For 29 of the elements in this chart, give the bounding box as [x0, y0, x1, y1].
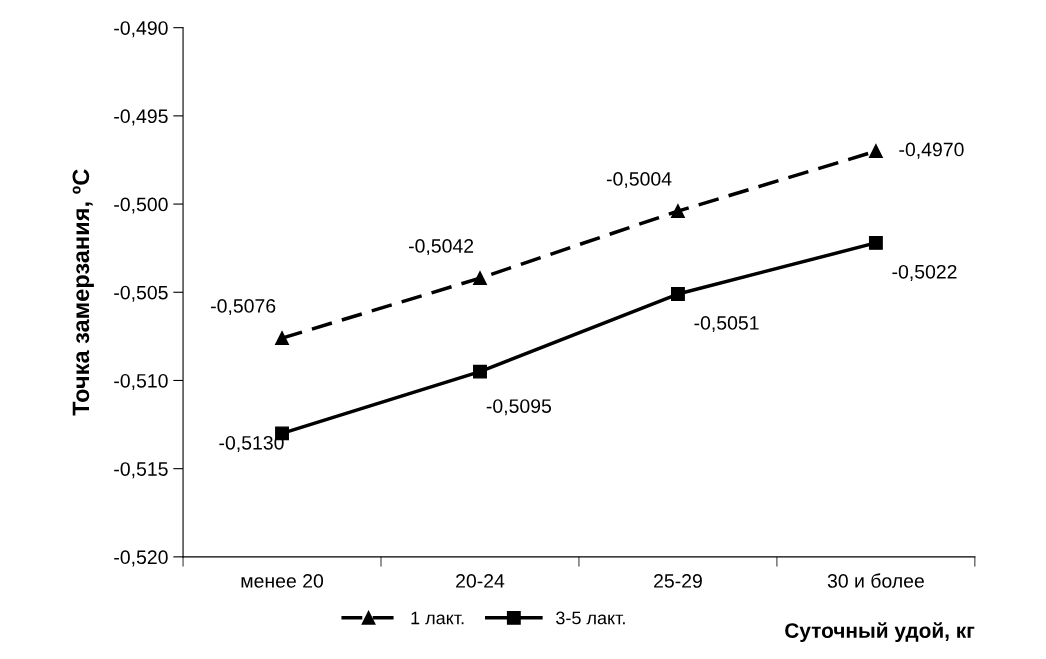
- data-label: -0,5076: [211, 299, 276, 316]
- data-label: -0,5095: [486, 399, 552, 416]
- x-tick-label: 25-29: [654, 574, 702, 588]
- x-tick-label: 30 и более: [827, 573, 924, 588]
- legend-label: 3-5 лакт.: [556, 611, 625, 625]
- point: [868, 235, 883, 250]
- x-axis-title: Суточный удой, кг: [785, 622, 975, 643]
- x-tick-label: менее 20: [241, 574, 324, 588]
- point: [473, 271, 487, 286]
- data-label: -0,5042: [408, 239, 474, 256]
- point: [670, 204, 685, 219]
- point: [670, 287, 685, 301]
- point: [275, 331, 289, 346]
- y-tick-label: -0,490: [114, 21, 168, 38]
- data-label: -0,4970: [899, 142, 964, 159]
- point: [868, 144, 883, 159]
- legend-label: 1 лакт.: [411, 611, 464, 625]
- data-label: -0,5051: [694, 316, 759, 333]
- data-label: -0,5004: [606, 172, 672, 189]
- y-tick-label: -0,495: [114, 109, 168, 126]
- y-tick-label: -0,510: [114, 373, 168, 390]
- y-axis-title: Точка замерзания, ºC: [72, 169, 94, 416]
- point: [473, 364, 487, 379]
- y-tick-label: -0,520: [114, 550, 168, 567]
- x-tick-label: 20-24: [456, 574, 505, 588]
- y-tick-label: -0,505: [114, 285, 168, 302]
- y-tick-label: -0,515: [114, 462, 168, 479]
- data-label: -0,5022: [892, 264, 957, 281]
- y-tick-label: -0,500: [114, 197, 168, 214]
